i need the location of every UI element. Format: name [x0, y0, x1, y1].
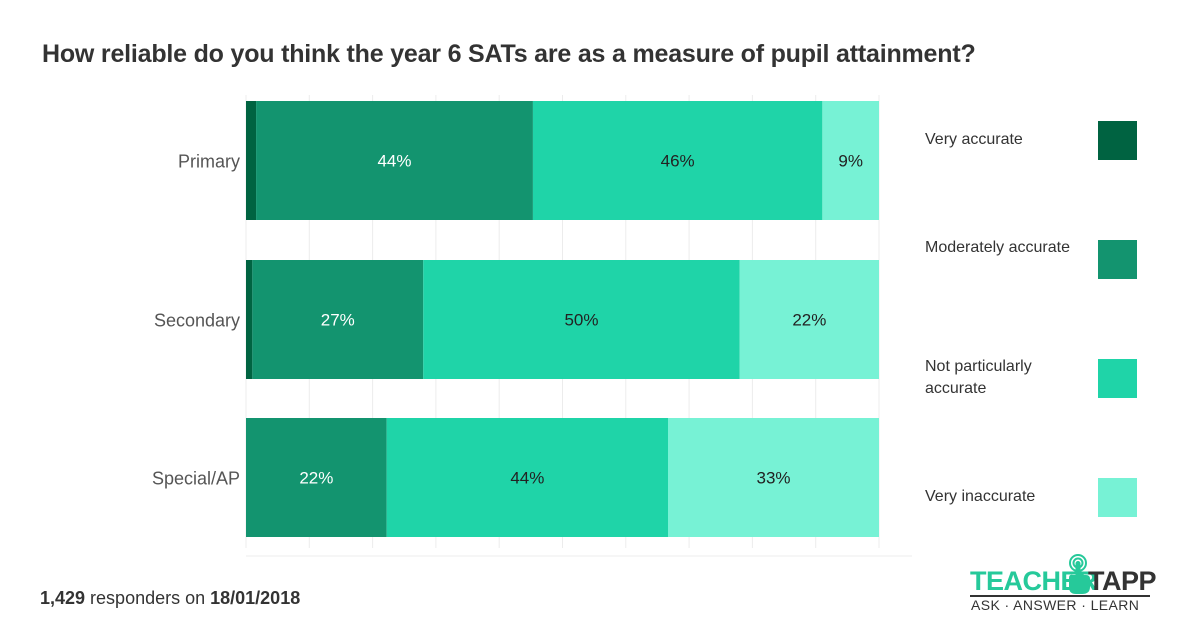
bar-segment-special-ap-not-particularly-accurate — [386, 418, 668, 537]
bar-segment-primary-very-inaccurate — [822, 101, 879, 220]
logo-word-tapp: TAPP — [1088, 566, 1157, 596]
category-label: Special/AP — [152, 469, 240, 489]
data-label: 50% — [564, 311, 598, 330]
bar-segment-secondary-moderately-accurate — [252, 260, 424, 379]
data-label: 9% — [838, 152, 863, 171]
bar-segment-primary-very-accurate — [246, 101, 257, 220]
legend-swatch — [1098, 121, 1137, 160]
tap-hand-icon — [1069, 554, 1090, 594]
data-label: 44% — [510, 469, 544, 488]
legend-label: Moderately accurate — [925, 239, 1070, 256]
data-label: 46% — [661, 152, 695, 171]
chart-title: How reliable do you think the year 6 SAT… — [42, 40, 976, 68]
survey-date: 18/01/2018 — [210, 588, 301, 608]
bar-segment-special-ap-moderately-accurate — [246, 418, 387, 537]
category-label: Secondary — [154, 311, 240, 331]
legend-swatch — [1098, 359, 1137, 398]
bar-segment-secondary-very-accurate — [246, 260, 253, 379]
bar-segment-special-ap-very-inaccurate — [668, 418, 879, 537]
teacher-tapp-logo: TEACHER TAPP ASK · ANSWER · LEARN — [970, 552, 1157, 616]
bar-segment-secondary-very-inaccurate — [739, 260, 879, 379]
category-label: Primary — [178, 152, 240, 172]
data-label: 22% — [792, 311, 826, 330]
legend-label: Very inaccurate — [925, 488, 1036, 505]
bar-segment-secondary-not-particularly-accurate — [423, 260, 740, 379]
responder-count: 1,429 — [40, 588, 86, 608]
legend-label: Very accurate — [925, 131, 1023, 148]
logo-divider — [970, 595, 1150, 597]
legend-swatch — [1098, 478, 1137, 517]
bar-segment-primary-not-particularly-accurate — [532, 101, 823, 220]
data-label: 22% — [299, 469, 333, 488]
data-label: 44% — [377, 152, 411, 171]
data-label: 33% — [756, 469, 790, 488]
responders-footer: 1,429 responders on 18/01/2018 — [40, 588, 300, 609]
logo-tagline: ASK · ANSWER · LEARN — [971, 597, 1140, 613]
legend-label: Not particularly accurate — [925, 358, 1032, 397]
bar-segment-primary-moderately-accurate — [256, 101, 533, 220]
data-label: 27% — [321, 311, 355, 330]
footer-text: responders on — [85, 588, 211, 608]
legend-swatch — [1098, 240, 1137, 279]
